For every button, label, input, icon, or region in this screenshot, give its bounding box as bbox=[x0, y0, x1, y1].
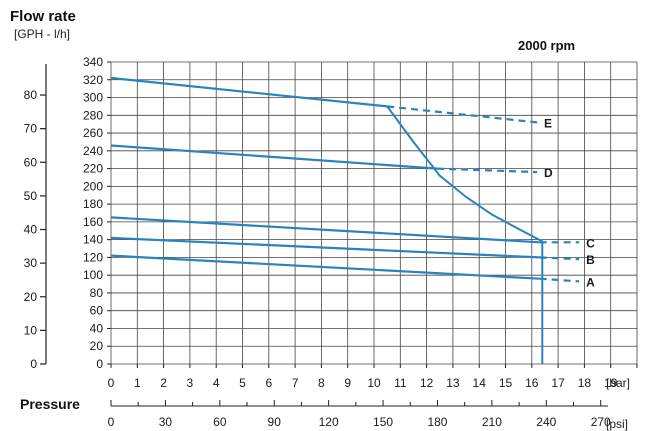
x-tick-label-bar: 2 bbox=[160, 376, 167, 390]
y-tick-label-lh: 180 bbox=[83, 197, 103, 211]
x-tick-label-psi: 210 bbox=[482, 415, 502, 429]
y-tick-label-gph: 0 bbox=[30, 357, 37, 371]
y-unit-label: [GPH - l/h] bbox=[14, 27, 70, 41]
x-tick-label-bar: 5 bbox=[239, 376, 246, 390]
y-tick-label-lh: 340 bbox=[83, 55, 103, 69]
y-tick-label-lh: 20 bbox=[90, 339, 104, 353]
rpm-annotation: 2000 rpm bbox=[518, 38, 575, 53]
y-tick-label-lh: 0 bbox=[96, 357, 103, 371]
bar-unit-label: [bar] bbox=[606, 376, 630, 390]
series-dashed-A bbox=[539, 277, 580, 283]
x-tick-label-bar: 12 bbox=[420, 376, 434, 390]
x-tick-label-bar: 15 bbox=[499, 376, 513, 390]
y-tick-label-lh: 320 bbox=[83, 73, 103, 87]
y-tick-label-gph: 30 bbox=[24, 256, 38, 270]
x-tick-label-bar: 9 bbox=[344, 376, 351, 390]
series-label-D: D bbox=[544, 166, 553, 180]
y-tick-label-lh: 100 bbox=[83, 268, 103, 282]
y-tick-label-lh: 260 bbox=[83, 126, 103, 140]
x-tick-label-bar: 8 bbox=[318, 376, 325, 390]
tick-labels: 0204060801001201401601802002202402602803… bbox=[24, 55, 618, 429]
x-tick-label-bar: 14 bbox=[473, 376, 487, 390]
x-tick-label-psi: 270 bbox=[591, 415, 611, 429]
x-tick-label-bar: 17 bbox=[551, 376, 565, 390]
y-tick-label-gph: 60 bbox=[24, 155, 38, 169]
y-tick-label-gph: 80 bbox=[24, 88, 38, 102]
x-tick-label-psi: 180 bbox=[427, 415, 447, 429]
series-dashed-D bbox=[437, 167, 538, 174]
limit-curve bbox=[386, 105, 544, 364]
x-tick-label-bar: 16 bbox=[525, 376, 539, 390]
y-tick-label-gph: 20 bbox=[24, 290, 38, 304]
x-tick-label-bar: 10 bbox=[367, 376, 381, 390]
y-tick-label-gph: 40 bbox=[24, 223, 38, 237]
x-tick-label-bar: 19 bbox=[604, 376, 618, 390]
series-dashed-E bbox=[387, 105, 538, 124]
y-tick-label-gph: 50 bbox=[24, 189, 38, 203]
y-tick-label-gph: 10 bbox=[24, 323, 38, 337]
x-tick-label-bar: 4 bbox=[213, 376, 220, 390]
series-label-C: C bbox=[586, 236, 595, 250]
x-tick-label-bar: 6 bbox=[265, 376, 272, 390]
y-tick-label-lh: 240 bbox=[83, 144, 103, 158]
y-tick-label-lh: 40 bbox=[90, 321, 104, 335]
series-label-E: E bbox=[544, 116, 552, 130]
y-tick-label-lh: 120 bbox=[83, 250, 103, 264]
x-tick-label-bar: 11 bbox=[394, 376, 407, 390]
y-tick-label-lh: 300 bbox=[83, 91, 103, 105]
x-tick-label-psi: 150 bbox=[373, 415, 393, 429]
y-tick-label-lh: 160 bbox=[83, 215, 103, 229]
y-tick-label-gph: 70 bbox=[24, 122, 38, 136]
grid bbox=[40, 61, 638, 407]
y-tick-label-lh: 80 bbox=[90, 286, 104, 300]
x-tick-label-bar: 7 bbox=[292, 376, 299, 390]
x-tick-label-bar: 3 bbox=[187, 376, 194, 390]
y-tick-label-lh: 200 bbox=[83, 179, 103, 193]
chart-title: Flow rate bbox=[10, 8, 76, 25]
y-tick-label-lh: 60 bbox=[90, 304, 104, 318]
x-tick-label-psi: 120 bbox=[319, 415, 339, 429]
series-lines bbox=[110, 76, 580, 364]
series-line-A bbox=[110, 254, 540, 280]
x-tick-label-bar: 13 bbox=[446, 376, 460, 390]
x-tick-label-psi: 60 bbox=[213, 415, 227, 429]
x-tick-label-bar: 1 bbox=[134, 376, 141, 390]
series-label-B: B bbox=[586, 253, 595, 267]
y-tick-label-lh: 220 bbox=[83, 162, 103, 176]
x-tick-label-psi: 0 bbox=[108, 415, 115, 429]
series-line-E bbox=[110, 76, 388, 108]
series-line-B bbox=[110, 236, 540, 259]
x-tick-label-psi: 90 bbox=[268, 415, 282, 429]
x-tick-label-bar: 0 bbox=[108, 376, 115, 390]
x-tick-label-bar: 18 bbox=[578, 376, 592, 390]
x-tick-label-psi: 240 bbox=[536, 415, 556, 429]
x-tick-label-psi: 30 bbox=[159, 415, 173, 429]
psi-unit-label: [psi] bbox=[606, 417, 628, 431]
y-tick-label-lh: 280 bbox=[83, 108, 103, 122]
series-dashed-B bbox=[539, 256, 580, 261]
y-tick-label-lh: 140 bbox=[83, 233, 103, 247]
series-line-C bbox=[110, 216, 540, 244]
pressure-label: Pressure bbox=[20, 396, 80, 412]
series-label-A: A bbox=[586, 275, 595, 289]
series-line-D bbox=[110, 144, 438, 170]
